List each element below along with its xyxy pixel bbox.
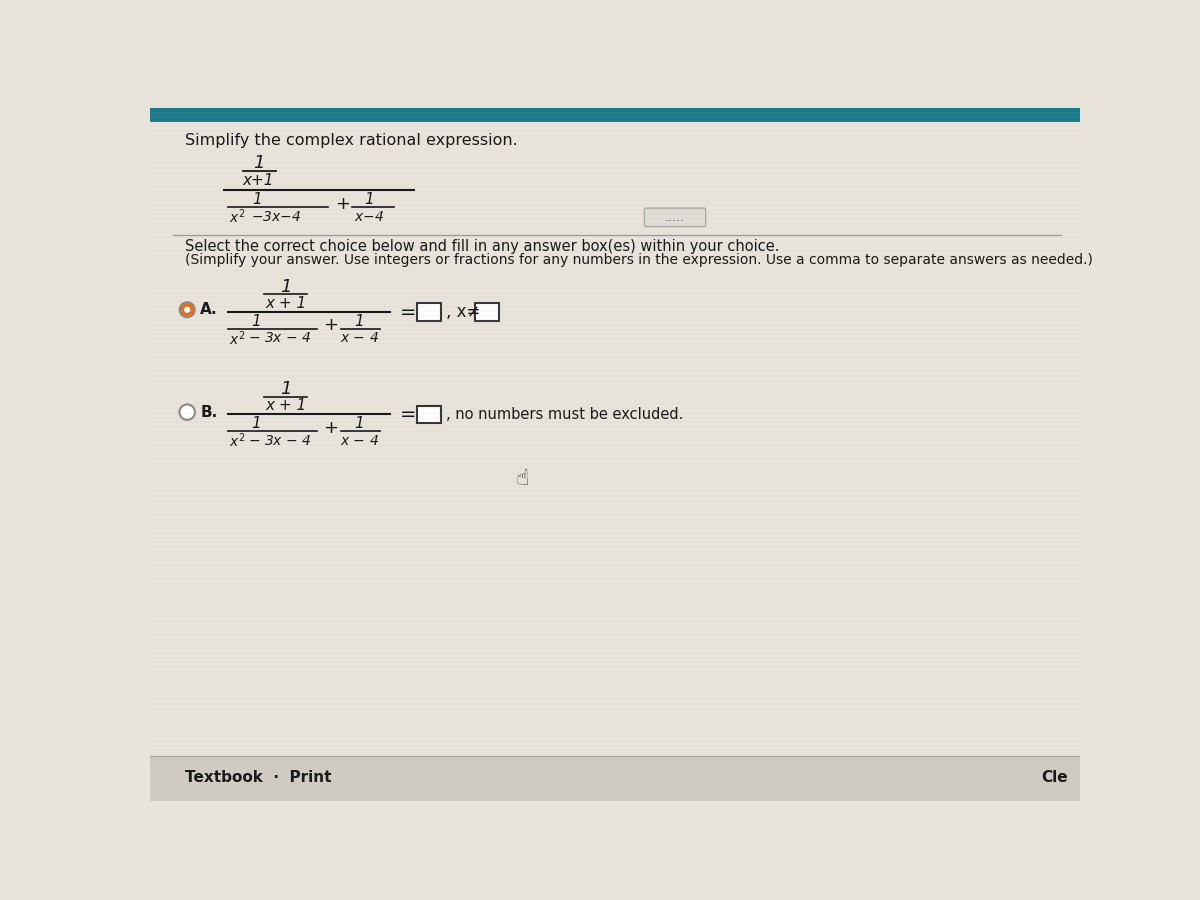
FancyBboxPatch shape bbox=[644, 208, 706, 227]
FancyBboxPatch shape bbox=[150, 756, 1080, 801]
Text: A.: A. bbox=[200, 302, 218, 317]
Text: Simplify the complex rational expression.: Simplify the complex rational expression… bbox=[185, 133, 517, 148]
Circle shape bbox=[180, 404, 194, 419]
Text: $-$ 3x $-$ 4: $-$ 3x $-$ 4 bbox=[248, 434, 312, 447]
Text: $x^2$: $x^2$ bbox=[229, 328, 246, 347]
Text: $-$ 3x $-$ 4: $-$ 3x $-$ 4 bbox=[248, 331, 312, 346]
Text: x$-$4: x$-$4 bbox=[354, 210, 384, 223]
Text: 1: 1 bbox=[252, 192, 262, 207]
Text: Select the correct choice below and fill in any answer box(es) within your choic: Select the correct choice below and fill… bbox=[185, 239, 779, 254]
Text: ☝: ☝ bbox=[515, 469, 529, 489]
Text: $x^2$: $x^2$ bbox=[229, 431, 246, 450]
Text: x $-$ 4: x $-$ 4 bbox=[340, 331, 379, 346]
Text: 1: 1 bbox=[251, 416, 262, 431]
Text: +: + bbox=[323, 418, 338, 436]
Text: =: = bbox=[400, 302, 416, 321]
Text: =: = bbox=[400, 405, 416, 424]
Text: 1: 1 bbox=[365, 192, 374, 207]
Text: B.: B. bbox=[200, 405, 217, 419]
Text: $x^2$: $x^2$ bbox=[229, 207, 246, 226]
Text: , x≠: , x≠ bbox=[446, 303, 480, 321]
Text: x + 1: x + 1 bbox=[265, 296, 306, 311]
Text: x + 1: x + 1 bbox=[265, 399, 306, 413]
FancyBboxPatch shape bbox=[416, 406, 442, 423]
FancyBboxPatch shape bbox=[150, 108, 1080, 122]
Circle shape bbox=[180, 302, 194, 318]
Circle shape bbox=[184, 307, 191, 313]
Text: 1: 1 bbox=[253, 155, 264, 173]
Text: 1: 1 bbox=[280, 380, 292, 398]
Text: x+1: x+1 bbox=[242, 173, 275, 188]
Text: (Simplify your answer. Use integers or fractions for any numbers in the expressi: (Simplify your answer. Use integers or f… bbox=[185, 253, 1093, 266]
Text: x $-$ 4: x $-$ 4 bbox=[340, 434, 379, 447]
Text: 1: 1 bbox=[354, 314, 364, 328]
Text: Textbook  ·  Print: Textbook · Print bbox=[185, 770, 331, 786]
Text: 1: 1 bbox=[251, 314, 262, 328]
Text: 1: 1 bbox=[354, 416, 364, 431]
Text: .....: ..... bbox=[665, 211, 685, 224]
Text: $-$3x$-$4: $-$3x$-$4 bbox=[251, 210, 301, 223]
Text: 1: 1 bbox=[280, 277, 292, 295]
Text: +: + bbox=[335, 195, 349, 213]
Text: +: + bbox=[323, 316, 338, 334]
Text: , no numbers must be excluded.: , no numbers must be excluded. bbox=[446, 407, 684, 422]
FancyBboxPatch shape bbox=[416, 303, 442, 321]
Text: Cle: Cle bbox=[1042, 770, 1068, 786]
FancyBboxPatch shape bbox=[475, 303, 499, 321]
